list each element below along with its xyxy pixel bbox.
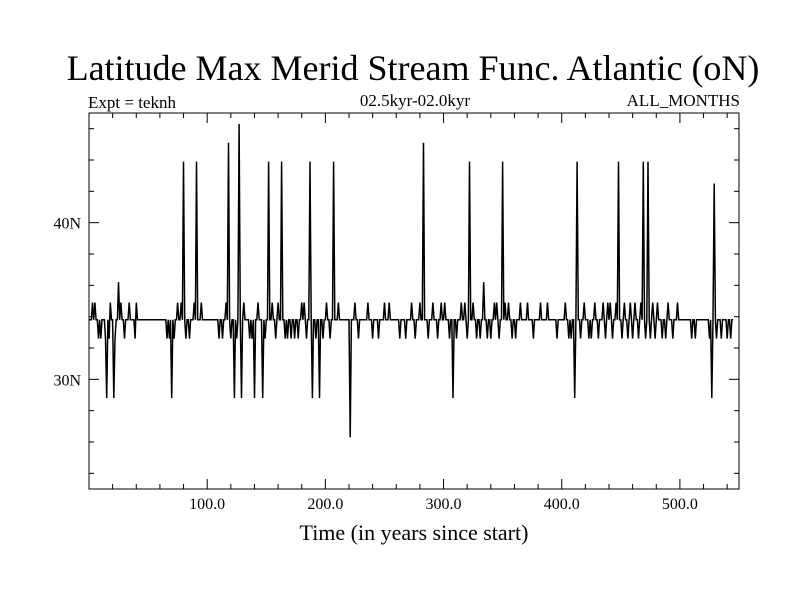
axis-ticks — [89, 113, 739, 489]
x-tick-label: 400.0 — [544, 496, 580, 513]
y-tick-label: 30N — [53, 372, 81, 389]
plot-frame — [88, 112, 740, 490]
x-tick-label: 200.0 — [307, 496, 343, 513]
x-tick-label: 100.0 — [189, 496, 225, 513]
period-label: 02.5kyr-02.0kyr — [360, 91, 470, 110]
months-label: ALL_MONTHS — [627, 91, 740, 110]
chart-title: Latitude Max Merid Stream Func. Atlantic… — [67, 48, 760, 88]
axis-tick-labels: 100.0 200.0 300.0 400.0 500.0 30N 40N — [53, 216, 697, 513]
series-line — [89, 123, 734, 438]
x-axis-label: Time (in years since start) — [300, 520, 529, 545]
experiment-label: Expt = teknh — [88, 93, 176, 112]
x-tick-label: 500.0 — [662, 496, 698, 513]
y-tick-label: 40N — [53, 216, 81, 233]
x-tick-label: 300.0 — [426, 496, 462, 513]
